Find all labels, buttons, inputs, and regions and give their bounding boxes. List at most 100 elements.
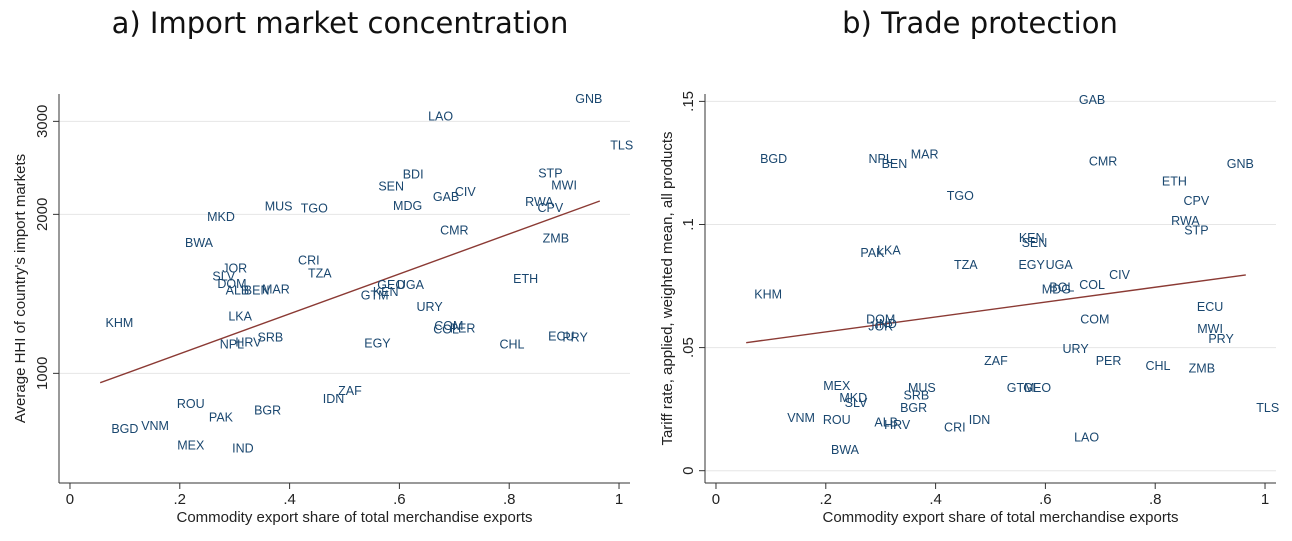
panel-a-point-label: JOR	[222, 261, 247, 275]
panel-a-point-label: HRV	[235, 335, 262, 349]
panel-b-point-label: TGO	[947, 189, 974, 203]
panel-a-point-label: ROU	[177, 397, 205, 411]
panel-b-point-label: VNM	[787, 411, 815, 425]
panel-a-point-label: COL	[433, 323, 459, 337]
panel-a-title: a) Import market concentration	[111, 6, 569, 40]
panel-b-point-label: TLS	[1256, 401, 1279, 415]
panel-b-y-axis-title: Tariff rate, applied, weighted mean, all…	[659, 131, 676, 445]
panel-a-y-axis-title: Average HHI of country's import markets	[12, 154, 29, 423]
panel-b-plot: 0 .05 .1 .15 0 .2 .4 .6 .8 1 Commodity export shar…	[659, 91, 1279, 526]
panel-a-point-label: BWA	[185, 236, 214, 250]
panel-a-point-label: LKA	[228, 310, 252, 324]
panel-a-point-label: CMR	[440, 223, 468, 237]
panel-a-x-tick-label: .6	[393, 491, 406, 508]
panel-b-point-label: ROU	[823, 413, 851, 427]
panel-a-x-tick-label: .4	[283, 491, 296, 508]
panel-a-y-tick-label: 3000	[34, 105, 51, 138]
panel-b-point-label: PAK	[860, 246, 885, 260]
panel-b-point-label: BOL	[1049, 280, 1074, 294]
panel-a-point-label: PER	[450, 322, 476, 336]
panel-a-x-axis-title: Commodity export share of total merchand…	[177, 509, 533, 526]
panel-b-x-tick-label: .6	[1039, 491, 1052, 508]
panel-b-point-label: EGY	[1018, 258, 1045, 272]
panel-a-point-label: TLS	[610, 139, 633, 153]
panel-b-point-label: GAB	[1079, 93, 1105, 107]
panel-b-point-label: SLV	[845, 396, 868, 410]
panel-b-point-label: ALB	[874, 416, 898, 430]
panel-b-point-label: CHL	[1145, 359, 1170, 373]
panel-a-point-label: MUS	[265, 199, 293, 213]
panel-b-y-tick-label: .05	[680, 337, 697, 358]
panel-b-point-label: RWA	[1171, 214, 1200, 228]
panel-b-point-label: COM	[1080, 312, 1109, 326]
panel-b-y-tick-label: .15	[680, 91, 697, 112]
panel-a-point-label: MWI	[551, 178, 577, 192]
panel-a-point-label: COM	[434, 319, 463, 333]
panel-b-point-label: CIV	[1109, 268, 1131, 282]
panel-a-point-label: TGO	[301, 202, 328, 216]
panel-b-point-label: PER	[1096, 354, 1122, 368]
panel-b-point-label: JOR	[868, 320, 893, 334]
panel-a-point-label: ECU	[548, 329, 574, 343]
panel-a-point-label: RWA	[525, 195, 554, 209]
panel-b-x-tick-label: 1	[1261, 491, 1269, 508]
panel-b-point-label: CPV	[1184, 194, 1210, 208]
panel-a-point-label: SLV	[212, 270, 235, 284]
panel-a-point-label: PAK	[209, 410, 234, 424]
panel-a-point-label: GAB	[433, 190, 459, 204]
panel-b-point-label: SRB	[904, 389, 930, 403]
panel-a-point-label: NPL	[220, 337, 244, 351]
panel-a-point-label: BDI	[403, 167, 424, 181]
panel-a-point-label: VNM	[141, 419, 169, 433]
panel-b-point-label: DOM	[866, 312, 895, 326]
panel-a-point-label: ZAF	[338, 384, 362, 398]
panel-a-point-label: BEN	[244, 284, 270, 298]
panel-b-point-label: IND	[875, 317, 897, 331]
panel-b-point-label: ZMB	[1189, 362, 1215, 376]
panel-a-x-tick-label: .2	[174, 491, 187, 508]
panel-b-x-tick-label: .8	[1149, 491, 1162, 508]
panel-b-point-label: MAR	[911, 147, 939, 161]
panel-a-point-label: MDG	[393, 199, 422, 213]
panel-b-y-tick-label: 0	[680, 467, 697, 475]
panel-b-point-label: UGA	[1046, 258, 1074, 272]
panel-b-point-label: BWA	[831, 443, 860, 457]
panel-b-point-label: MDG	[1042, 283, 1071, 297]
panel-b-point-label: ECU	[1197, 300, 1223, 314]
panel-a-point-label: GNB	[575, 92, 602, 106]
panel-b-point-label: GEO	[1023, 381, 1051, 395]
panel-a-point-label: URY	[417, 300, 444, 314]
panel-b-point-label: GNB	[1227, 157, 1254, 171]
panel-b-point-label: HRV	[884, 418, 911, 432]
panel-a-point-label: MKD	[207, 210, 235, 224]
panel-b-title: b) Trade protection	[842, 6, 1118, 40]
panel-a-fit-line	[99, 200, 601, 384]
panel-b-point-label: PRY	[1208, 332, 1234, 346]
panel-a-y-tick-label: 1000	[34, 357, 51, 390]
panel-b-fit-line	[746, 274, 1246, 344]
panel-a-point-label: CPV	[538, 201, 564, 215]
panel-a-x-tick-label: 0	[66, 491, 74, 508]
panel-a-point-label: ETH	[513, 272, 538, 286]
panel-a-point-label: IND	[232, 442, 254, 456]
panel-a-point-label: UGA	[397, 278, 425, 292]
panel-a-plot: 1000 2000 3000 0 .2 .4 .6 .8 1 Commodity export s…	[12, 92, 633, 526]
panel-a-point-label: GEO	[377, 278, 405, 292]
panel-a-point-label: SRB	[258, 330, 284, 344]
panel-b-point-label: TZA	[954, 258, 978, 272]
panel-a-point-label: EGY	[364, 336, 391, 350]
panel-b-point-label: ZAF	[984, 354, 1008, 368]
panel-b-point-label: LKA	[877, 243, 901, 257]
panel-b-point-label: CRI	[944, 421, 966, 435]
panel-b-point-label: GTM	[1007, 381, 1035, 395]
panel-b-point-label: MEX	[823, 379, 851, 393]
panel-a-point-label: MAR	[262, 283, 290, 297]
panel-a-point-label: LAO	[428, 109, 453, 123]
panel-a-point-label: CRI	[298, 254, 320, 268]
panel-a-x-tick-label: .8	[503, 491, 516, 508]
panel-b-point-label: KHM	[754, 288, 782, 302]
panel-a-point-label: STP	[538, 166, 562, 180]
panel-b-x-tick-label: .2	[820, 491, 833, 508]
panel-b-point-label: STP	[1184, 224, 1208, 238]
